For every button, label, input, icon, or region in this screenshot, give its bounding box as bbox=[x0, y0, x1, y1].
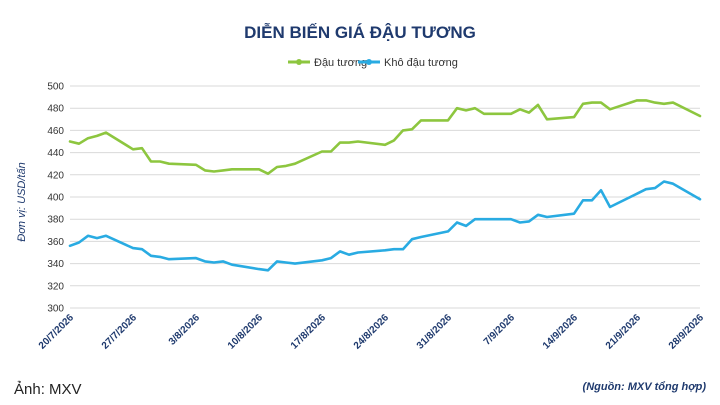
x-tick-label: 17/8/2026 bbox=[289, 312, 329, 352]
y-tick-label: 340 bbox=[47, 259, 64, 270]
legend-label-kho-dau-tuong: Khô đậu tương bbox=[384, 57, 458, 69]
y-tick-label: 500 bbox=[47, 82, 64, 93]
legend-label-dau-tuong: Đậu tương bbox=[314, 57, 367, 69]
x-tick-label: 24/8/2026 bbox=[352, 312, 392, 352]
series-lines bbox=[68, 99, 702, 272]
x-tick-label: 14/9/2026 bbox=[541, 312, 581, 352]
x-tick-label: 20/7/2026 bbox=[37, 312, 77, 352]
legend-item-kho-dau-tuong: Khô đậu tương bbox=[358, 57, 458, 69]
chart-title: DIỄN BIẾN GIÁ ĐẬU TƯƠNG bbox=[244, 23, 476, 42]
source-note: (Nguồn: MXV tổng hợp) bbox=[583, 381, 707, 393]
x-tick-label: 31/8/2026 bbox=[415, 312, 455, 352]
x-tick-label: 7/9/2026 bbox=[482, 312, 518, 348]
y-tick-label: 320 bbox=[47, 281, 64, 292]
legend-marker-dau-tuong bbox=[296, 59, 302, 65]
x-tick-label: 27/7/2026 bbox=[100, 312, 140, 352]
y-tick-label: 480 bbox=[47, 104, 64, 115]
y-axis-ticks: 300 320 340 360 380 400 420 440 460 480 500 bbox=[47, 82, 64, 315]
x-tick-label: 21/9/2026 bbox=[604, 312, 644, 352]
photo-credit: Ảnh: MXV bbox=[14, 381, 82, 398]
y-tick-label: 460 bbox=[47, 126, 64, 137]
x-tick-label: 28/9/2026 bbox=[667, 312, 707, 352]
y-tick-label: 360 bbox=[47, 237, 64, 248]
x-tick-label: 3/8/2026 bbox=[167, 312, 203, 348]
y-axis-label: Đơn vị: USD/tấn bbox=[16, 162, 28, 241]
x-tick-label: 10/8/2026 bbox=[226, 312, 266, 352]
series-line-dau-tuong bbox=[68, 99, 702, 175]
y-tick-label: 380 bbox=[47, 215, 64, 226]
y-tick-label: 440 bbox=[47, 148, 64, 159]
legend-marker-kho-dau-tuong bbox=[366, 59, 372, 65]
legend: Đậu tương Khô đậu tương bbox=[288, 57, 458, 69]
series-line-kho-dau-tuong bbox=[68, 180, 702, 272]
x-axis-ticks: 20/7/2026 27/7/2026 3/8/2026 10/8/2026 17/8/… bbox=[37, 312, 707, 352]
y-tick-label: 420 bbox=[47, 170, 64, 181]
grid-lines bbox=[70, 85, 700, 309]
y-tick-label: 400 bbox=[47, 193, 64, 204]
legend-item-dau-tuong: Đậu tương bbox=[288, 57, 367, 69]
y-tick-label: 300 bbox=[47, 304, 64, 315]
